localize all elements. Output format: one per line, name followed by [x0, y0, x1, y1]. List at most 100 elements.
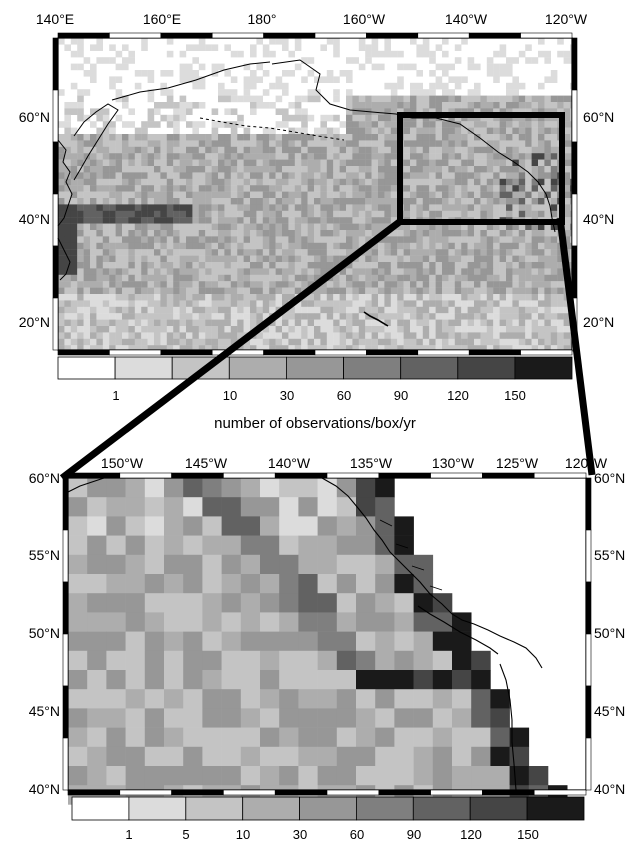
obs-cell [102, 268, 110, 275]
obs-cell [486, 114, 494, 122]
obs-cell [371, 95, 379, 103]
obs-cell [205, 204, 212, 211]
obs-cell [336, 650, 357, 671]
obs-cell [166, 102, 174, 109]
obs-cell [314, 76, 321, 83]
obs-cell [378, 172, 385, 179]
obs-cell [416, 198, 423, 205]
obs-cell [390, 102, 398, 109]
obs-cell [202, 670, 222, 690]
obs-cell [307, 198, 315, 205]
obs-cell [531, 306, 539, 314]
obs-cell [358, 306, 366, 314]
obs-cell [237, 217, 244, 224]
obs-cell [160, 146, 167, 154]
obs-cell [442, 262, 449, 269]
obs-cell [70, 345, 78, 352]
obs-cell [339, 210, 347, 218]
obs-cell [454, 146, 462, 154]
obs-cell [262, 300, 270, 307]
obs-cell [429, 146, 436, 154]
obs-cell [269, 102, 276, 109]
obs-cell [102, 262, 110, 269]
obs-cell [410, 268, 417, 275]
obs-cell [403, 191, 411, 199]
obs-cell [179, 95, 187, 103]
obs-cell [134, 345, 142, 352]
obs-cell [512, 204, 519, 211]
obs-cell [333, 338, 340, 346]
fjord-details [379, 519, 443, 591]
obs-cell [230, 223, 238, 231]
obs-cell [339, 166, 347, 173]
obs-cell [96, 319, 103, 327]
obs-cell [90, 204, 97, 211]
obs-cell [186, 134, 193, 141]
obs-cell [512, 140, 519, 147]
obs-cell [186, 300, 193, 307]
obs-cell [490, 727, 510, 748]
top-colorbar-label: 60 [337, 388, 351, 403]
obs-cell [269, 287, 276, 295]
obs-cell [243, 217, 251, 224]
obs-cell [275, 281, 283, 288]
obs-cell [58, 281, 65, 288]
obs-cell [384, 281, 391, 288]
obs-cell [141, 338, 148, 346]
obs-cell [339, 249, 347, 256]
obs-cell [390, 242, 398, 250]
obs-cell [211, 127, 219, 135]
obs-cell [147, 166, 155, 173]
obs-cell [221, 497, 242, 517]
obs-cell [109, 127, 116, 135]
obs-cell [416, 134, 423, 141]
obs-cell [77, 185, 84, 192]
obs-cell [198, 300, 206, 307]
obs-cell [320, 230, 327, 237]
obs-cell [442, 159, 449, 167]
obs-cell [326, 191, 334, 199]
obs-cell [531, 153, 539, 160]
obs-cell [448, 153, 455, 160]
obs-cell [563, 121, 571, 128]
obs-cell [115, 294, 123, 301]
obs-cell [538, 185, 545, 192]
obs-cell [211, 204, 219, 211]
obs-cell [442, 95, 449, 103]
obs-cell [102, 178, 110, 186]
obs-cell [317, 766, 338, 786]
obs-cell [429, 89, 436, 96]
obs-cell [122, 166, 129, 173]
obs-cell [134, 230, 142, 237]
obs-cell [230, 236, 238, 243]
obs-cell [512, 95, 519, 103]
obs-cell [128, 262, 135, 269]
obs-cell [125, 593, 146, 613]
obs-cell [538, 134, 545, 141]
obs-cell [70, 262, 78, 269]
obs-cell [403, 127, 411, 135]
obs-cell [256, 95, 263, 103]
obs-cell [544, 185, 551, 192]
obs-cell [243, 313, 251, 320]
obs-cell [211, 134, 219, 141]
obs-cell [160, 217, 167, 224]
obs-cell [518, 338, 526, 346]
obs-cell [493, 236, 500, 243]
obs-cell [192, 44, 199, 51]
obs-cell [166, 230, 174, 237]
obs-cell [474, 242, 481, 250]
bottom-lat-label-left: 60°N [29, 470, 60, 486]
obs-cell [422, 223, 430, 231]
obs-cell [432, 766, 453, 786]
obs-cell [397, 300, 404, 307]
obs-cell [282, 230, 289, 237]
obs-cell [179, 294, 187, 301]
obs-cell [90, 281, 97, 288]
top-lat-label-right: 60°N [583, 109, 614, 125]
obs-cell [531, 204, 539, 211]
obs-cell [224, 332, 231, 339]
obs-cell [301, 166, 308, 173]
obs-cell [544, 153, 551, 160]
obs-cell [394, 612, 414, 632]
